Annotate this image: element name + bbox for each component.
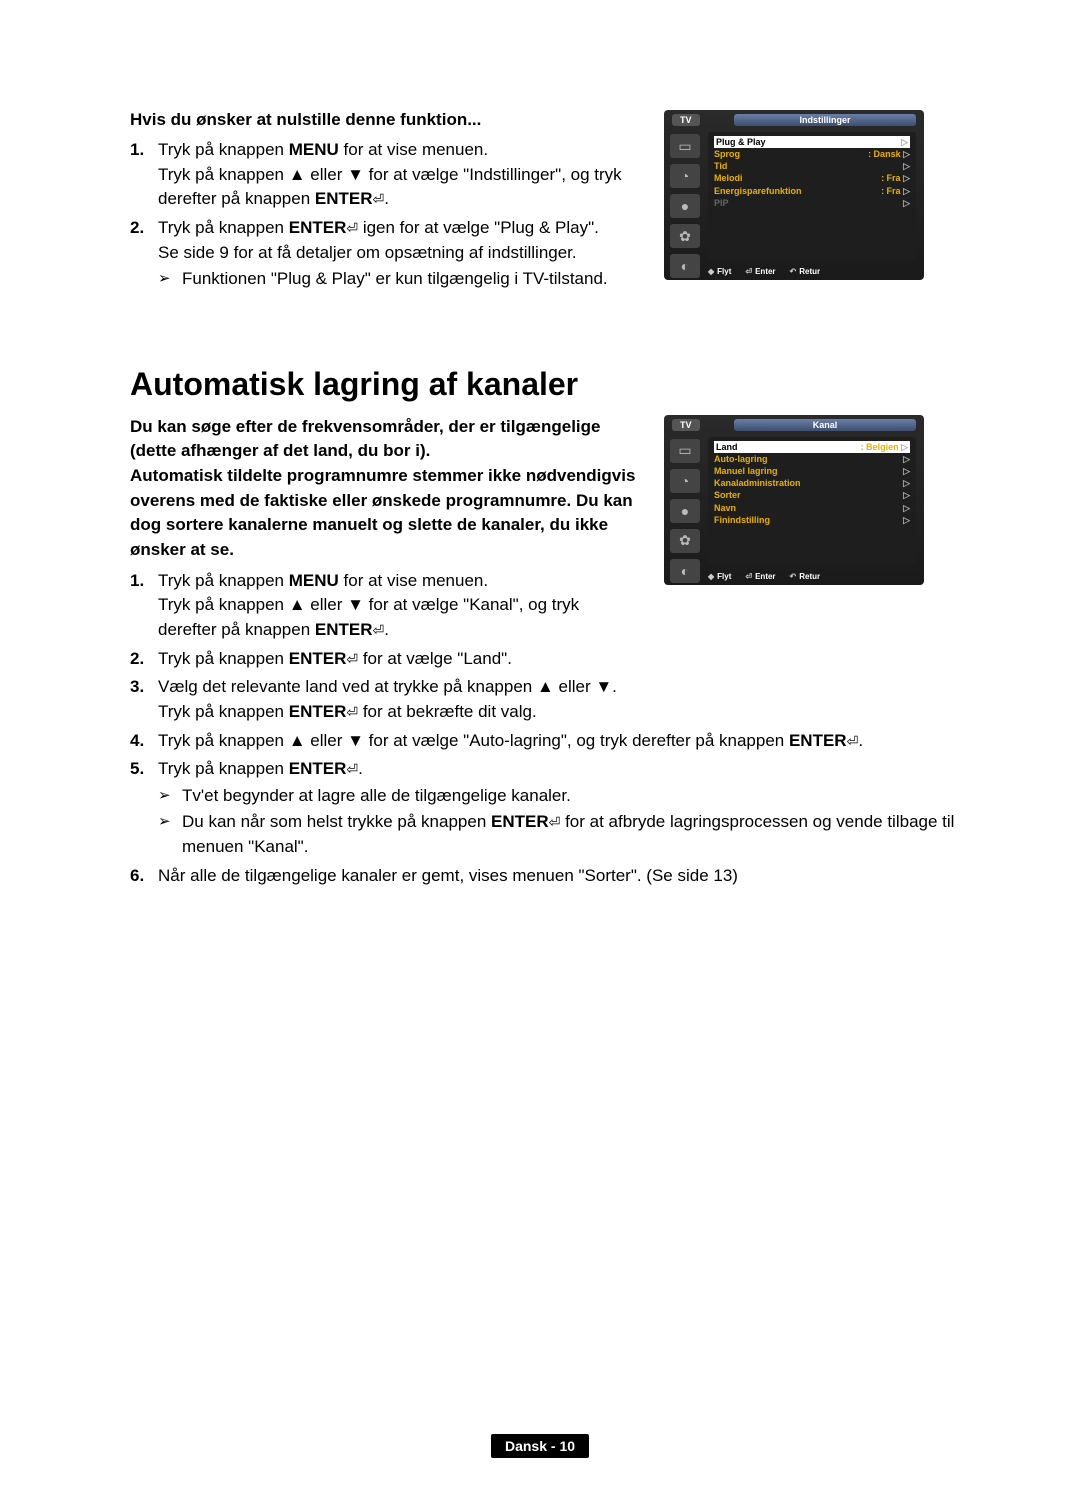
step: 5.Tryk på knappen ENTER⏎. ➢Tv'et begynde… bbox=[130, 757, 960, 860]
page-number: Dansk - 10 bbox=[491, 1434, 589, 1458]
section1-steps: 1. Tryk på knappen MENU for at vise menu… bbox=[130, 138, 640, 292]
step: 6.Når alle de tilgængelige kanaler er ge… bbox=[130, 864, 960, 889]
note: ➢Tv'et begynder at lagre alle de tilgæng… bbox=[158, 784, 960, 809]
step: 1. Tryk på knappen MENU for at vise menu… bbox=[130, 138, 640, 212]
osd-kanal: TV Kanal ▭◔●✿◐ Land: Belgien ▷Auto-lagri… bbox=[664, 415, 924, 585]
step: 2. Tryk på knappen ENTER⏎ igen for at væ… bbox=[130, 216, 640, 292]
section1-text: Hvis du ønsker at nulstille denne funkti… bbox=[130, 110, 640, 296]
step: 1.Tryk på knappen MENU for at vise menue… bbox=[130, 569, 640, 643]
intro-text: Du kan søge efter de frekvensområder, de… bbox=[130, 415, 640, 563]
step: 2.Tryk på knappen ENTER⏎ for at vælge "L… bbox=[130, 647, 960, 672]
osd-indstillinger: TV Indstillinger ▭◔●✿◐ Plug & Play ▷Spro… bbox=[664, 110, 924, 280]
heading-automatisk: Automatisk lagring af kanaler bbox=[130, 366, 960, 403]
note: ➢Du kan når som helst trykke på knappen … bbox=[158, 810, 960, 859]
step: 3.Vælg det relevante land ved at trykke … bbox=[130, 675, 960, 724]
section2-steps-cont: 2.Tryk på knappen ENTER⏎ for at vælge "L… bbox=[130, 647, 960, 889]
note: ➢Funktionen "Plug & Play" er kun tilgæng… bbox=[158, 267, 640, 292]
section1-title: Hvis du ønsker at nulstille denne funkti… bbox=[130, 110, 640, 130]
step: 4.Tryk på knappen ▲ eller ▼ for at vælge… bbox=[130, 729, 960, 754]
section2-steps: 1.Tryk på knappen MENU for at vise menue… bbox=[130, 569, 640, 643]
